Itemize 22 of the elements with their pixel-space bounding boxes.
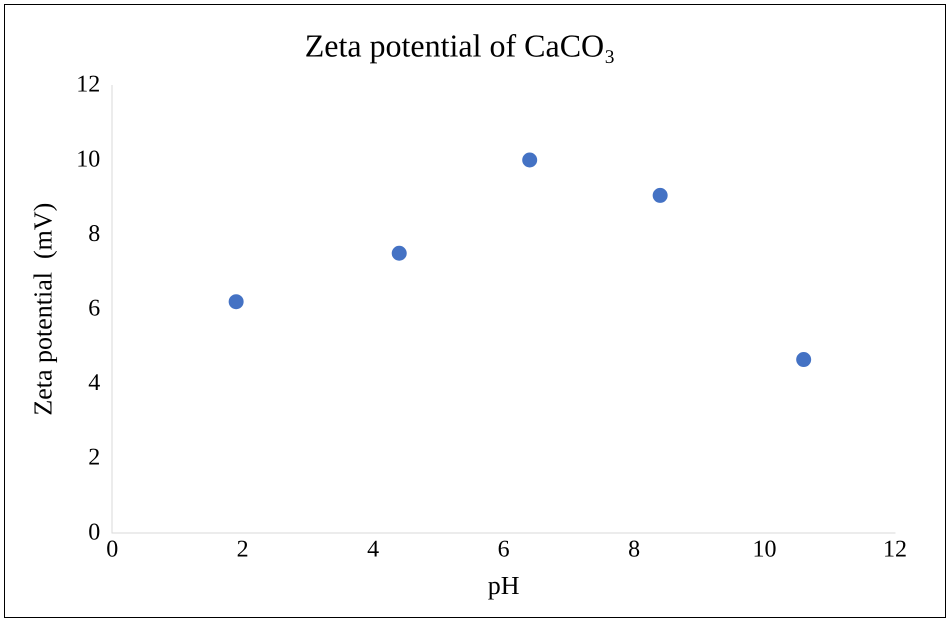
x-tick-label: 8 (628, 536, 640, 563)
x-tick-label: 12 (883, 536, 907, 563)
y-tick-label: 2 (88, 444, 100, 471)
y-axis-title: Zeta potential (mV) (28, 202, 58, 416)
y-tick-label: 10 (76, 146, 100, 172)
point (392, 246, 407, 261)
y-tick-label: 4 (88, 370, 100, 396)
x-tick-label: 6 (498, 536, 510, 563)
point (228, 294, 244, 310)
y-tick-label: 6 (88, 295, 100, 322)
point (522, 152, 538, 168)
x-tick-label: 2 (236, 536, 249, 563)
x-tick-label: 4 (367, 536, 380, 563)
y-tick-label: 0 (88, 519, 100, 546)
point (796, 352, 812, 368)
y-tick-label: 8 (88, 220, 100, 247)
x-tick-label: 0 (106, 536, 118, 563)
chart-title: Zeta potential of CaCO₃ (304, 28, 616, 64)
point (652, 188, 668, 203)
y-tick-label: 12 (76, 72, 100, 98)
x-tick-label: 10 (752, 536, 777, 563)
x-axis-title: pH (488, 571, 520, 600)
